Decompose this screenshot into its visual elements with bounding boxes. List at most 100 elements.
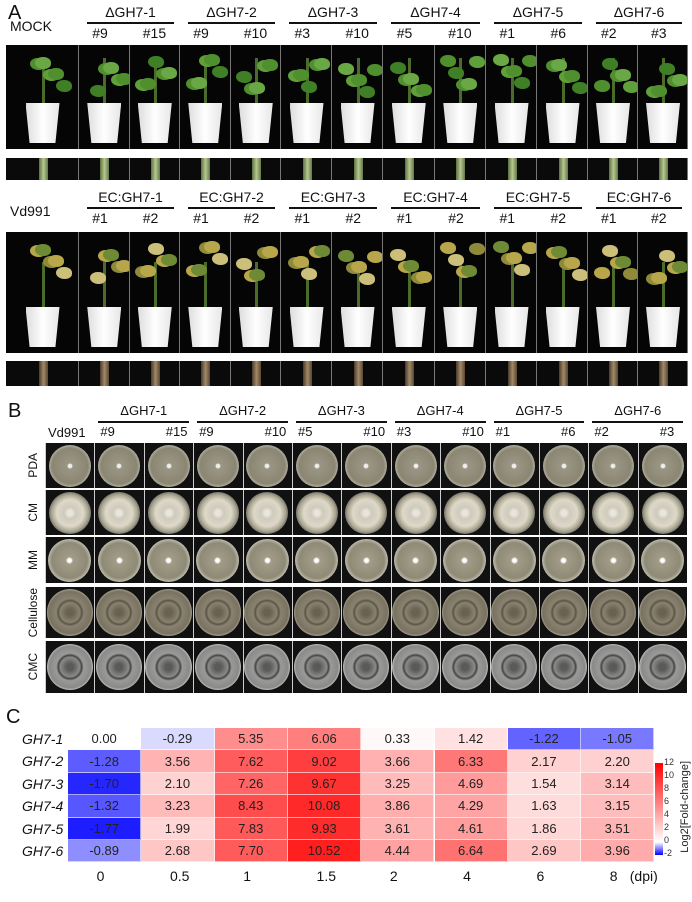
pot [137, 103, 172, 143]
divider [242, 641, 244, 693]
divider [143, 587, 145, 638]
leaf [300, 81, 317, 93]
culture-plate [194, 589, 242, 636]
group-underline [494, 207, 582, 209]
group-underline [596, 22, 682, 24]
divider [143, 641, 145, 693]
culture-plate [342, 643, 390, 691]
culture-plate [441, 589, 489, 636]
group-underline [87, 207, 174, 209]
group-underline [188, 207, 275, 209]
plant-photo [638, 45, 688, 149]
divider [94, 537, 96, 583]
plant-photo [434, 45, 486, 149]
pot [87, 103, 122, 143]
pot [188, 103, 223, 143]
stem-section [230, 158, 281, 180]
leaf [402, 73, 419, 85]
culture-plate [293, 589, 340, 636]
top-photo-row [6, 45, 688, 149]
divider [292, 443, 293, 488]
leaf [34, 244, 51, 256]
culture-plate [540, 643, 587, 691]
heatmap-cell: 2.10 [141, 772, 215, 796]
divider [637, 490, 639, 535]
divider [637, 537, 639, 583]
stem-segment [404, 361, 414, 386]
culture-plate [591, 538, 635, 582]
plant-photo [332, 45, 383, 149]
stem-section [486, 361, 537, 386]
culture-plate [48, 491, 91, 534]
divider [588, 587, 590, 638]
heatmap-cell: 6.33 [434, 750, 508, 773]
divider [588, 443, 590, 488]
leaf [550, 246, 567, 258]
leaf [55, 80, 72, 92]
leaf [160, 67, 177, 79]
group-label: ΔGH7-3 [317, 403, 365, 418]
plant-stem [103, 58, 107, 103]
stem-section [383, 158, 435, 180]
plate-row-cmc [45, 641, 688, 693]
heatmap-cell: 3.96 [581, 840, 655, 863]
heatmap-cell: -0.29 [141, 728, 215, 751]
leaf [563, 257, 580, 269]
leaf [415, 84, 432, 96]
leaf [461, 78, 478, 90]
leaf [366, 251, 382, 263]
culture-plate [244, 643, 291, 691]
plate-row-cellulose [45, 587, 688, 638]
culture-plate [95, 589, 143, 636]
divider [242, 537, 244, 583]
divider [390, 443, 392, 488]
divider [390, 490, 392, 535]
plant-photo [332, 232, 383, 353]
pot [25, 307, 60, 347]
bottom-stem-row [6, 361, 688, 386]
pot [596, 307, 630, 347]
row-label: GH7-1 [22, 731, 64, 747]
plant-stem [510, 58, 514, 103]
line-label: #1 [499, 25, 516, 41]
heatmap-cell: 3.56 [141, 750, 215, 773]
culture-plate [344, 538, 388, 582]
plant-photo [79, 232, 130, 353]
pot [391, 103, 426, 143]
line-label: #10 [345, 25, 369, 41]
group-underline [197, 421, 288, 423]
line-label: #1 [499, 210, 516, 226]
divider [489, 587, 491, 638]
leaf [248, 82, 265, 94]
leaf [204, 241, 221, 253]
line-label: #1 [601, 210, 617, 226]
group-underline [289, 207, 377, 209]
leaf [337, 250, 354, 262]
leaf [47, 68, 64, 80]
leaf [513, 77, 530, 89]
culture-plate [345, 491, 388, 534]
x-tick-label: 0 [96, 868, 105, 884]
culture-plate [246, 491, 289, 534]
heatmap-cell: 7.62 [214, 750, 288, 773]
line-label: #1 [495, 424, 511, 439]
heatmap-cell: 2.20 [581, 750, 655, 773]
leaf [469, 56, 486, 68]
divider [193, 490, 195, 535]
leaf [350, 74, 367, 86]
heatmap-cell: 4.44 [361, 840, 435, 863]
plant-stem [510, 262, 514, 307]
culture-plate [492, 538, 536, 582]
bottom-photo-row [6, 232, 688, 353]
divider [45, 443, 46, 488]
group-underline [188, 22, 275, 24]
plant-stem [204, 262, 208, 307]
pot [545, 307, 580, 347]
group-underline [394, 421, 486, 423]
culture-plate [95, 643, 143, 691]
line-label: #9 [199, 424, 214, 439]
divider [489, 641, 491, 693]
stem-segment [353, 361, 363, 386]
culture-plate [443, 491, 486, 534]
culture-plate [293, 643, 340, 691]
